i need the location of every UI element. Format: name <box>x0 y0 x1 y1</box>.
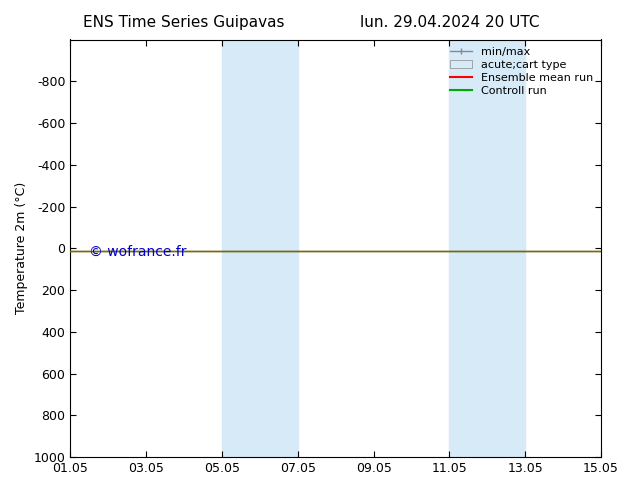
Bar <box>450 40 525 457</box>
Legend: min/max, acute;cart type, Ensemble mean run, Controll run: min/max, acute;cart type, Ensemble mean … <box>448 45 595 98</box>
Bar <box>222 40 298 457</box>
Text: lun. 29.04.2024 20 UTC: lun. 29.04.2024 20 UTC <box>360 15 540 30</box>
Text: ENS Time Series Guipavas: ENS Time Series Guipavas <box>83 15 285 30</box>
Text: © wofrance.fr: © wofrance.fr <box>89 245 187 259</box>
Y-axis label: Temperature 2m (°C): Temperature 2m (°C) <box>15 182 28 315</box>
